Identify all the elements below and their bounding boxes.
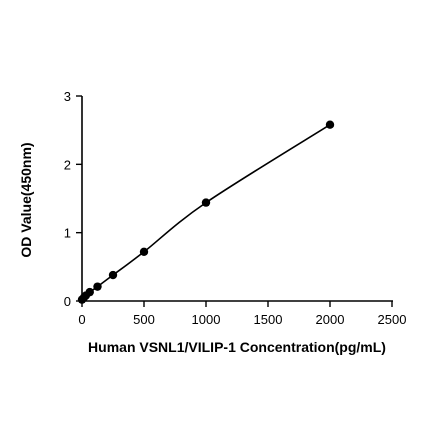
data-point [201,198,211,207]
fit-curve-line [81,124,331,301]
y-tick-label: 1 [64,226,71,241]
x-tick-label: 1500 [254,312,283,327]
data-point [139,247,149,256]
x-tick-label: 2000 [316,312,345,327]
x-axis-ticks: 0 500 1000 1500 2000 2500 [78,301,406,327]
y-axis-ticks: 0 1 2 3 [64,89,82,309]
x-tick-label: 0 [78,312,85,327]
x-tick-label: 500 [133,312,155,327]
data-point [85,287,94,297]
x-tick-label: 1000 [192,312,221,327]
axes [81,96,393,302]
data-point [93,282,102,291]
data-points [77,120,335,304]
y-tick-label: 3 [64,89,71,104]
x-axis-title: Human VSNL1/VILIP-1 Concentration(pg/mL) [88,339,386,355]
y-axis-title: OD Value(450nm) [18,142,34,257]
data-point [325,120,335,129]
y-tick-label: 0 [64,294,71,309]
x-tick-label: 2500 [378,312,407,327]
data-point [108,270,118,280]
y-tick-label: 2 [64,157,71,172]
